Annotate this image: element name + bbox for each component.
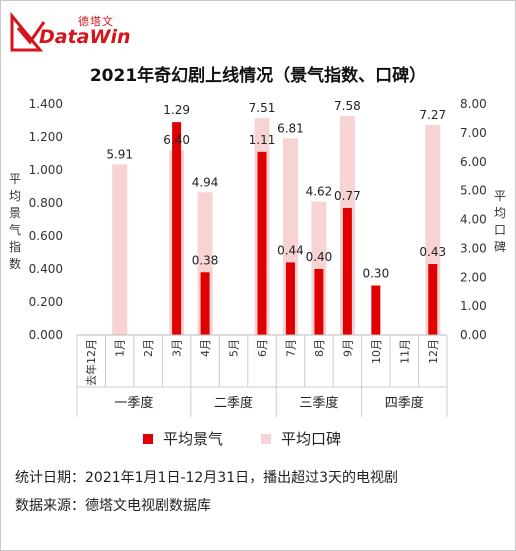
x-tick-label: 7月	[284, 339, 297, 357]
y-right-tick-label: 7.00	[460, 126, 487, 140]
x-group-label: 四季度	[385, 395, 424, 411]
y-left-tick-label: 0.200	[29, 295, 63, 309]
data-label-series-1: 0.30	[362, 267, 389, 281]
bar-series-1	[172, 122, 182, 336]
bar-series-1	[257, 151, 267, 335]
data-label-series-2: 4.62	[306, 185, 333, 199]
footnote-source: 数据来源：德塔文电视剧数据库	[15, 498, 211, 514]
x-tick-label: 5月	[228, 339, 241, 357]
y-right-tick-label: 4.00	[460, 213, 487, 227]
data-label-series-1: 0.38	[192, 253, 219, 267]
bar-series-1	[285, 262, 295, 335]
data-label-series-1: 1.29	[163, 103, 190, 117]
x-tick-label: 4月	[199, 339, 212, 357]
bar-series-1	[371, 285, 381, 335]
x-tick-label: 1月	[114, 339, 127, 357]
data-label-series-2: 7.27	[419, 108, 446, 122]
y-axis-right-label: 平均口碑	[493, 189, 506, 254]
bar-series-1	[200, 272, 210, 335]
footnote-date-range: 统计日期：2021年1月1日-12月31日，播出超过3天的电视剧	[15, 470, 399, 486]
y-right-tick-label: 6.00	[460, 155, 487, 169]
y-left-tick-label: 1.400	[29, 97, 63, 111]
y-left-tick-label: 1.000	[29, 163, 63, 177]
x-tick-label: 3月	[171, 339, 184, 357]
y-right-tick-label: 5.00	[460, 184, 487, 198]
y-right-tick-label: 0.00	[460, 328, 487, 342]
y-right-tick-label: 3.00	[460, 241, 487, 255]
bar-series-1	[342, 207, 352, 335]
y-left-tick-label: 0.000	[29, 328, 63, 342]
x-tick-label: 2月	[142, 339, 155, 357]
x-tick-label: 12月	[427, 339, 440, 364]
data-label-series-1: 0.40	[306, 250, 333, 264]
y-left-tick-label: 0.400	[29, 262, 63, 276]
brand-name-zh: 德塔文	[78, 15, 114, 28]
x-tick-label: 去年12月	[84, 339, 98, 386]
y-left-tick-label: 0.800	[29, 196, 63, 210]
y-right-tick-label: 1.00	[460, 299, 487, 313]
data-label-series-2: 7.51	[249, 101, 276, 115]
bar-series-1	[314, 269, 324, 335]
data-label-series-2: 6.81	[277, 121, 304, 135]
data-label-series-1: 0.44	[277, 243, 304, 257]
data-label-series-1: 0.43	[419, 245, 446, 259]
bar-series-1	[428, 264, 438, 335]
data-label-series-1: 1.11	[249, 133, 276, 147]
x-tick-label: 9月	[341, 339, 354, 357]
legend-swatch-series-1	[143, 433, 153, 444]
brand-name-en: DataWin	[39, 26, 131, 48]
y-right-tick-label: 8.00	[460, 97, 487, 111]
x-tick-label: 8月	[313, 339, 326, 357]
chart-plot: 0.000 0.200 0.400 0.600 0.800 1.000 1.200 1.400…	[29, 97, 487, 417]
chart-title: 2021年奇幻剧上线情况（景气指数、口碑）	[89, 66, 427, 86]
y-right-tick-label: 2.00	[460, 270, 487, 284]
data-label-series-2: 6.40	[163, 133, 190, 147]
legend-item-series-1: 平均景气	[143, 428, 223, 449]
y-axis-left-label: 平均景气指数	[8, 172, 21, 271]
legend-item-series-2: 平均口碑	[261, 428, 341, 449]
x-tick-label: 11月	[398, 339, 411, 364]
legend-label-series-2: 平均口碑	[281, 430, 342, 448]
x-group-label: 三季度	[299, 395, 338, 411]
legend-label-series-1: 平均景气	[163, 430, 224, 448]
x-tick-label: 6月	[256, 339, 269, 357]
data-label-series-2: 7.58	[334, 99, 361, 113]
data-label-series-1: 0.77	[334, 189, 361, 203]
x-group-label: 一季度	[114, 395, 153, 411]
bar-series-2	[112, 164, 128, 335]
y-left-tick-label: 0.600	[29, 229, 63, 243]
legend-swatch-series-2	[261, 433, 272, 444]
legend: 平均景气 平均口碑	[143, 428, 341, 449]
data-label-series-2: 4.94	[192, 175, 219, 189]
y-left-tick-label: 1.200	[29, 130, 63, 144]
data-label-series-2: 5.91	[106, 147, 133, 161]
x-group-label: 二季度	[214, 395, 253, 411]
x-tick-label: 10月	[370, 339, 383, 364]
datawin-logo-icon	[10, 12, 46, 52]
